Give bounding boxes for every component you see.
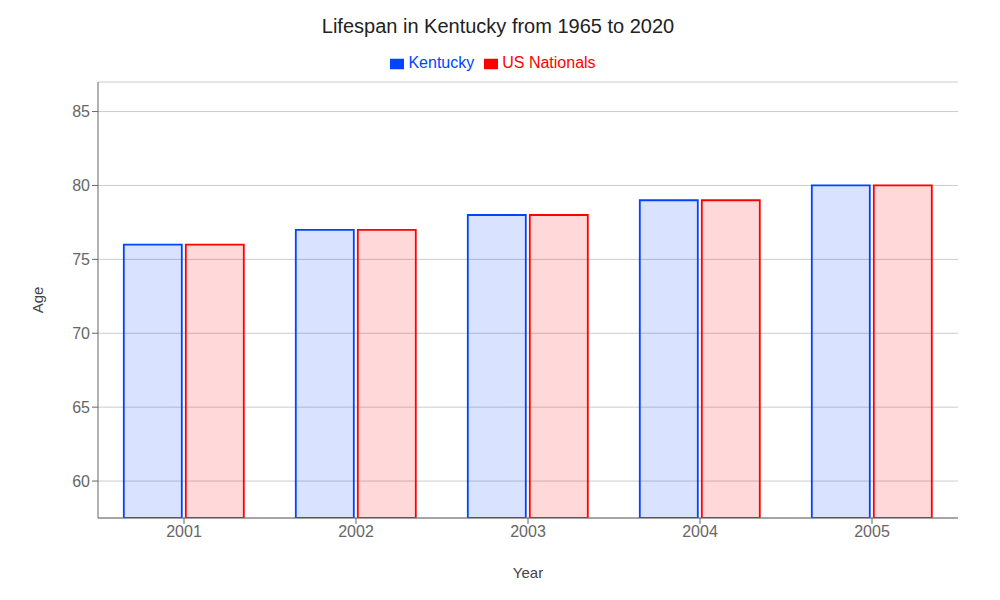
html-text:US Nationals: US Nationals: [502, 54, 596, 71]
svg-text:2001: 2001: [166, 523, 202, 540]
html-text:Kentucky: Kentucky: [408, 54, 475, 71]
svg-text:2002: 2002: [338, 523, 374, 540]
svg-text:Year: Year: [513, 564, 543, 581]
svg-text:60: 60: [72, 473, 90, 490]
svg-text:2005: 2005: [854, 523, 890, 540]
svg-text:85: 85: [72, 103, 90, 120]
svg-text:80: 80: [72, 177, 90, 194]
svg-text:Age: Age: [29, 287, 46, 314]
svg-text:2004: 2004: [682, 523, 718, 540]
html-text:Lifespan in Kentucky from 1965: Lifespan in Kentucky from 1965 to 2020: [321, 15, 675, 37]
svg-text:75: 75: [72, 251, 90, 268]
svg-text:2003: 2003: [510, 523, 546, 540]
svg-text:70: 70: [72, 325, 90, 342]
svg-text:65: 65: [72, 399, 90, 416]
